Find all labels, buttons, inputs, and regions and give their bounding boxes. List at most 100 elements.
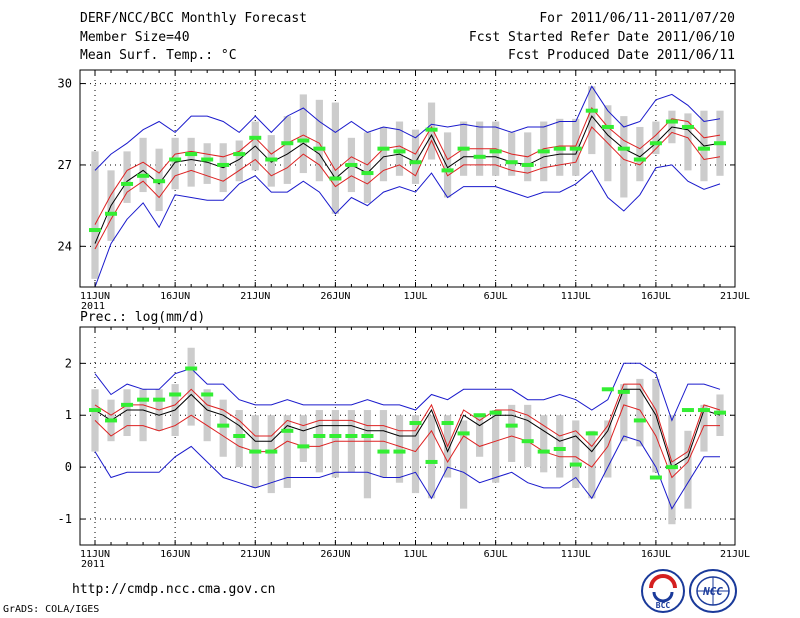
- temp-spread-box: [299, 94, 307, 174]
- prec-spread-box: [540, 415, 548, 473]
- temp-spread-box: [123, 151, 131, 203]
- prec-observed-mark: [585, 431, 598, 436]
- temp-spread-box: [235, 140, 243, 182]
- temp-spread-box: [620, 116, 628, 198]
- prec-observed-mark: [105, 418, 118, 423]
- temp-spread-box: [636, 126, 644, 182]
- prec-observed-mark: [345, 434, 358, 438]
- temp-observed-mark: [121, 181, 134, 186]
- forecast-period-label: For 2011/06/11-2011/07/20: [539, 11, 735, 26]
- temp-xtick-label: 11JUL: [561, 291, 591, 302]
- prec-inner-high-line: [94, 383, 721, 463]
- prec-spread-box: [187, 347, 195, 426]
- temp-observed-mark: [281, 141, 294, 146]
- prec-observed-mark: [601, 387, 614, 392]
- temp-spread-box: [139, 137, 147, 193]
- temp-observed-mark: [569, 146, 582, 151]
- source-url[interactable]: http://cmdp.ncc.cma.gov.cn: [72, 582, 276, 597]
- temp-observed-mark: [697, 146, 710, 151]
- temp-observed-mark: [105, 211, 118, 216]
- temp-observed-mark: [601, 124, 614, 129]
- temp-xtick-label: 11JUN: [80, 291, 110, 302]
- prec-observed-mark: [201, 392, 214, 397]
- temp-observed-mark: [521, 162, 534, 167]
- prec-observed-mark: [249, 449, 262, 454]
- temp-observed-mark: [537, 149, 550, 154]
- prec-spread-box: [716, 394, 724, 436]
- prec-observed-mark: [153, 397, 166, 402]
- prec-spread-box: [203, 389, 211, 442]
- prec-observed-mark: [473, 413, 486, 418]
- prec-spread-box: [604, 420, 612, 478]
- temp-xtick-label: 16JUL: [641, 291, 671, 302]
- temp-observed-mark: [633, 157, 646, 162]
- temp-observed-mark: [201, 157, 214, 162]
- temp-spread-box: [379, 126, 388, 182]
- prec-observed-mark: [265, 449, 278, 454]
- prec-spread-box: [235, 410, 243, 468]
- bcc-logo-text: BCC: [656, 601, 671, 610]
- prec-observed-mark: [297, 444, 310, 449]
- temp-spread-box: [283, 116, 291, 184]
- temp-xtick-label: 1JUL: [403, 291, 427, 302]
- prec-spread-box: [700, 404, 708, 452]
- prec-spread-box: [459, 420, 468, 509]
- temp-plot-frame: [79, 69, 736, 288]
- prec-observed-mark: [489, 410, 502, 415]
- temp-spread-box: [315, 99, 323, 182]
- prec-observed-mark: [185, 366, 198, 371]
- prec-xtick-label: 11JUN: [80, 549, 110, 560]
- temp-spread-box: [91, 151, 99, 279]
- temp-spread-box: [411, 129, 420, 184]
- prec-outer-low-line: [94, 435, 720, 510]
- prec-observed-mark: [441, 421, 454, 426]
- prec-ytick-label: 1: [65, 408, 72, 422]
- prec-observed-mark: [681, 408, 694, 413]
- prec-spread-box: [267, 415, 275, 494]
- prec-xtick-label: 21JUL: [720, 549, 750, 560]
- temp-observed-mark: [185, 152, 198, 157]
- prec-spread-box: [363, 410, 372, 499]
- prec-observed-mark: [697, 408, 710, 413]
- precip-variable-label: Prec.: log(mm/d): [80, 310, 205, 325]
- prec-observed-mark: [329, 434, 342, 438]
- prec-spread-box: [620, 384, 628, 442]
- prec-inner-low-line: [94, 404, 720, 479]
- prec-observed-mark: [569, 462, 582, 467]
- prec-observed-mark: [137, 397, 150, 402]
- temp-spread-box: [652, 121, 660, 155]
- temp-observed-mark: [473, 154, 486, 159]
- ncc-logo: NCC: [689, 569, 737, 613]
- prec-observed-mark: [409, 421, 422, 426]
- prec-xtick-label: 6JUL: [484, 549, 508, 560]
- prec-spread-box: [684, 430, 692, 509]
- temp-observed-mark: [377, 146, 390, 151]
- temp-observed-mark: [329, 176, 342, 181]
- temp-outer-high-line: [94, 85, 721, 171]
- temp-spread-box: [395, 121, 404, 176]
- temp-spread-box: [443, 132, 452, 198]
- prec-spread-box: [315, 410, 323, 473]
- prec-spread-box: [395, 415, 404, 483]
- prec-xtick-label: 11JUL: [561, 549, 591, 560]
- prec-spread-box: [299, 415, 307, 462]
- prec-observed-mark: [169, 392, 182, 397]
- prec-observed-mark: [313, 434, 326, 438]
- prec-spread-box: [508, 404, 516, 462]
- prec-spread-box: [652, 378, 660, 473]
- prec-spread-box: [427, 415, 436, 499]
- prec-spread-box: [283, 415, 291, 488]
- prec-plot-frame: [79, 326, 736, 546]
- temp-spread-box: [363, 132, 372, 203]
- temp-ytick-label: 24: [58, 239, 72, 253]
- temp-spread-box: [331, 102, 339, 214]
- temp-observed-mark: [361, 171, 374, 176]
- temp-observed-mark: [249, 135, 262, 140]
- prec-observed-mark: [633, 418, 646, 423]
- prec-spread-box: [556, 415, 564, 478]
- temp-observed-mark: [665, 119, 678, 124]
- temp-observed-mark: [88, 228, 102, 233]
- prec-spread-box: [123, 389, 131, 436]
- prec-observed-mark: [361, 434, 374, 438]
